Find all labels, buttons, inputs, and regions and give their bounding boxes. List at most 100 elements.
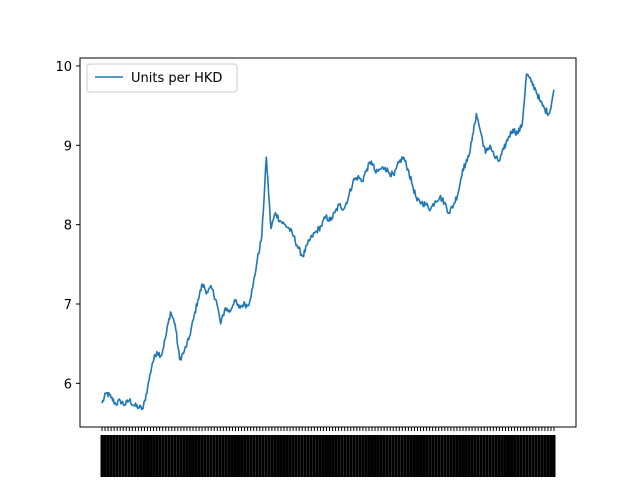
x-tick-label (224, 435, 228, 477)
x-tick-label (252, 435, 256, 477)
y-tick-label: 7 (64, 298, 72, 313)
x-tick-label (506, 435, 510, 477)
x-tick-label (297, 435, 301, 477)
y-tick-label: 10 (55, 60, 72, 75)
x-tick-label (200, 435, 204, 477)
x-tick-label (331, 435, 335, 477)
y-tick-label: 6 (64, 377, 72, 392)
x-tick-label (267, 435, 271, 477)
x-tick-label (434, 435, 438, 477)
x-tick-label (158, 435, 162, 477)
x-tick-label (397, 435, 401, 477)
x-tick-label (179, 435, 183, 477)
x-tick-label (528, 435, 532, 477)
x-tick-label (385, 435, 389, 477)
x-tick-label (349, 435, 353, 477)
x-tick-label (173, 435, 177, 477)
x-tick-label (334, 435, 338, 477)
x-tick-label (124, 435, 128, 477)
series-line (101, 73, 555, 411)
x-tick-label (467, 435, 471, 477)
x-tick-label (500, 435, 504, 477)
y-tick-label: 9 (64, 139, 72, 154)
x-tick-label (458, 435, 462, 477)
x-tick-label (318, 435, 322, 477)
x-tick-label (391, 435, 395, 477)
x-tick-label (412, 435, 416, 477)
x-tick-label (291, 435, 295, 477)
x-tick-label (130, 435, 134, 477)
x-tick-label (488, 435, 492, 477)
x-tick-label (249, 435, 253, 477)
x-tick-label (188, 435, 192, 477)
x-tick-label (473, 435, 477, 477)
x-tick-label (182, 435, 186, 477)
x-tick-label (282, 435, 286, 477)
plot-area (101, 73, 555, 411)
x-tick-label (221, 435, 225, 477)
x-tick-label (546, 435, 550, 477)
x-tick-label (279, 435, 283, 477)
x-tick-label (115, 435, 119, 477)
x-tick-label (455, 435, 459, 477)
x-tick-label (422, 435, 426, 477)
x-tick-label (237, 435, 241, 477)
y-axis: 6 7 8 9 10 (55, 60, 80, 392)
x-tick-label (264, 435, 268, 477)
x-tick-label (376, 435, 380, 477)
x-tick-label (352, 435, 356, 477)
x-tick-label (243, 435, 247, 477)
x-tick-label (482, 435, 486, 477)
x-tick-label (431, 435, 435, 477)
x-tick-label (100, 435, 104, 477)
x-tick-label (388, 435, 392, 477)
x-tick-label (513, 435, 517, 477)
x-tick-label (197, 435, 201, 477)
x-tick-label (409, 435, 413, 477)
x-tick-label (170, 435, 174, 477)
x-tick-label (133, 435, 137, 477)
x-tick-label (230, 435, 234, 477)
x-tick-label (525, 435, 529, 477)
x-tick-label (285, 435, 289, 477)
x-tick-label (121, 435, 125, 477)
x-tick-label (149, 435, 153, 477)
x-tick-label (373, 435, 377, 477)
x-tick-label (531, 435, 535, 477)
axes-frame (79, 57, 577, 428)
legend-box (86, 63, 238, 93)
x-tick-label (346, 435, 350, 477)
x-tick-label (185, 435, 189, 477)
legend: Units per HKD (86, 63, 238, 93)
x-tick-label (273, 435, 277, 477)
x-tick-label (127, 435, 131, 477)
x-tick-label (540, 435, 544, 477)
y-tick-label: 8 (64, 219, 72, 234)
x-tick-label (233, 435, 237, 477)
x-tick-label (106, 435, 110, 477)
x-tick-label (240, 435, 244, 477)
x-tick-label (485, 435, 489, 477)
x-tick-label (270, 435, 274, 477)
x-tick-label (176, 435, 180, 477)
x-tick-label (516, 435, 520, 477)
x-tick-label (491, 435, 495, 477)
x-tick-label (394, 435, 398, 477)
x-tick-label (497, 435, 501, 477)
x-tick-label (361, 435, 365, 477)
x-tick-label (425, 435, 429, 477)
x-tick-label (191, 435, 195, 477)
x-tick-label (155, 435, 159, 477)
x-tick-label (537, 435, 541, 477)
x-tick-label (552, 435, 556, 477)
x-tick-label (534, 435, 538, 477)
x-tick-label (209, 435, 213, 477)
x-tick-label (112, 435, 116, 477)
x-tick-label (258, 435, 262, 477)
x-tick-label (164, 435, 168, 477)
x-tick-label (261, 435, 265, 477)
x-tick-label (167, 435, 171, 477)
x-tick-label (464, 435, 468, 477)
x-tick-label (109, 435, 113, 477)
